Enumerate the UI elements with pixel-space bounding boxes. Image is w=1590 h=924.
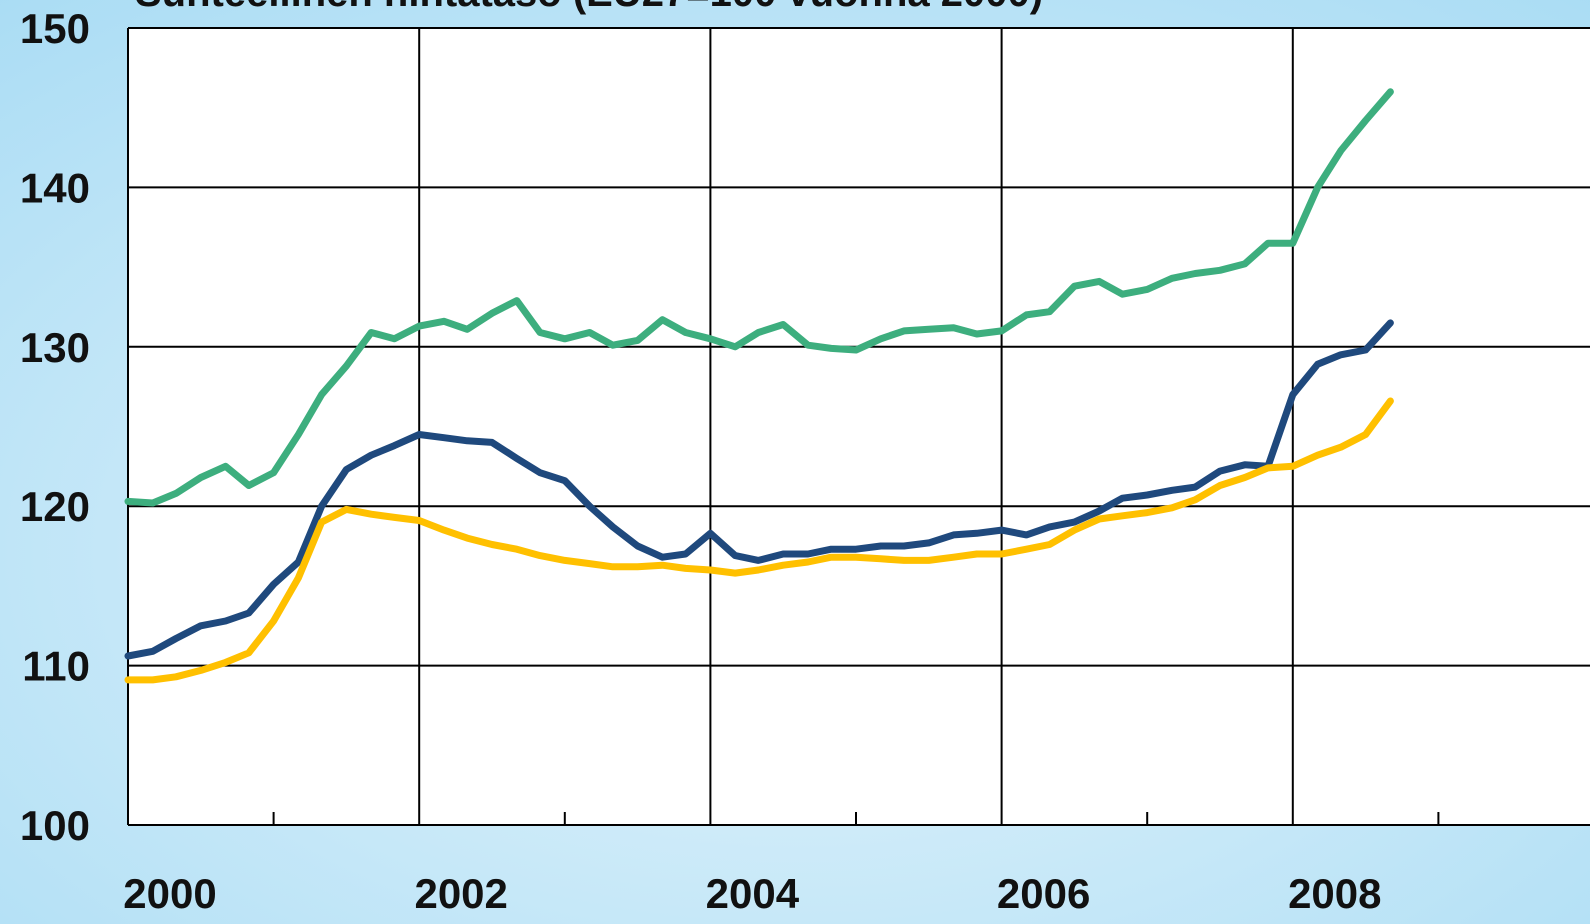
- x-tick-label: 2002: [414, 870, 507, 917]
- series-line: [124, 88, 1394, 507]
- y-tick-label: 150: [20, 5, 90, 52]
- y-tick-label: 100: [20, 802, 90, 849]
- x-tick-label: 2000: [123, 870, 216, 917]
- x-tick-label: 2004: [706, 870, 800, 917]
- x-tick-label: 2008: [1288, 870, 1381, 917]
- series-line: [124, 319, 1394, 660]
- chart-title: Suhteellinen hintataso (EU27=100 vuonna …: [135, 0, 1043, 15]
- plot-area: [128, 28, 1590, 825]
- y-tick-label: 130: [20, 324, 90, 371]
- y-tick-label: 140: [20, 164, 90, 211]
- y-tick-label: 110: [22, 643, 90, 690]
- x-tick-label: 2006: [997, 870, 1090, 917]
- y-tick-label: 120: [20, 483, 90, 530]
- series-line: [124, 397, 1394, 684]
